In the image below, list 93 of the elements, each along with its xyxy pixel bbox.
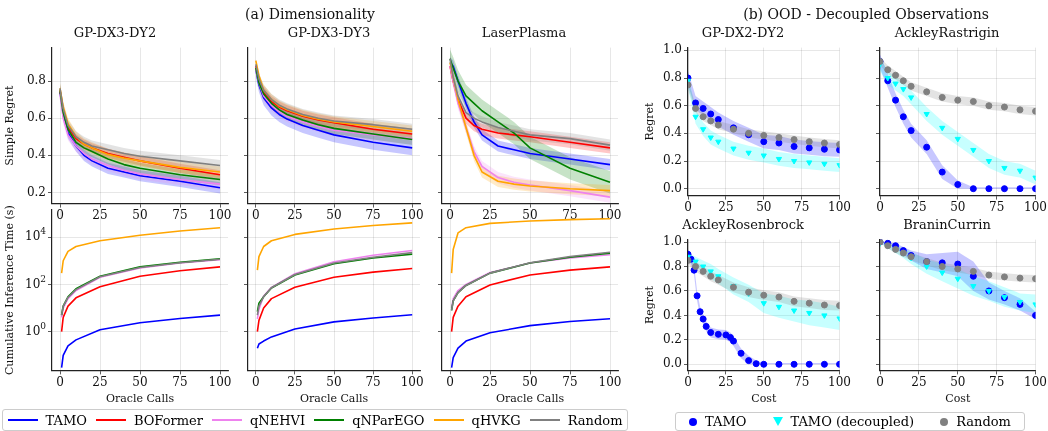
x-tick-label: 100: [1024, 199, 1047, 214]
x-tick-label: 100: [598, 207, 622, 222]
x-tick-label: 50: [326, 207, 342, 222]
x-axis-title: Oracle Calls: [105, 392, 175, 406]
y-tick-label: 0.6: [26, 110, 46, 125]
x-tick-label: 25: [718, 199, 734, 214]
x-tick-label: 0: [56, 374, 64, 389]
chart-title: AckleyRosenbrock: [681, 217, 804, 233]
y-tick-label: 0.8: [662, 258, 682, 273]
legend-label: qHVKG: [471, 412, 521, 428]
x-tick-label: 0: [446, 374, 454, 389]
legend-label: BOFormer: [133, 412, 203, 428]
x-tick-label: 0: [876, 199, 884, 214]
x-tick-label: 75: [562, 207, 578, 222]
x-tick-label: 75: [794, 374, 810, 389]
x-tick-label: 50: [522, 207, 538, 222]
y-tick-label: 0.2: [662, 153, 682, 168]
y-tick-label: 0.0: [662, 356, 682, 371]
x-tick-label: 0: [252, 207, 260, 222]
x-tick-label: 100: [400, 207, 424, 222]
y-tick-label: 1.0: [662, 42, 682, 57]
x-tick-label: 50: [756, 374, 772, 389]
x-tick-label: 25: [911, 199, 927, 214]
x-tick-label: 50: [950, 199, 966, 214]
legend-label: qNEHVI: [250, 412, 306, 428]
chart-title: AckleyRastrigin: [893, 25, 1000, 41]
x-axis-title: Oracle Calls: [495, 392, 565, 406]
y-axis-title: Simple Regret: [3, 84, 17, 166]
x-tick-label: 75: [562, 374, 578, 389]
legend-label: Random: [567, 412, 623, 428]
legend-label: TAMO: [45, 412, 87, 428]
x-tick-label: 100: [598, 374, 622, 389]
x-axis-title: Cost: [751, 392, 777, 406]
legend-label: Random: [956, 414, 1011, 429]
legend-label: TAMO: [705, 414, 747, 429]
x-tick-label: 50: [132, 207, 148, 222]
x-tick-label: 100: [828, 199, 851, 214]
x-tick-label: 100: [208, 374, 232, 389]
x-axis-title: Oracle Calls: [299, 392, 369, 406]
x-tick-label: 25: [92, 207, 108, 222]
x-tick-label: 100: [1024, 374, 1047, 389]
x-tick-label: 0: [684, 199, 692, 214]
x-tick-label: 50: [756, 199, 772, 214]
x-tick-label: 75: [365, 207, 381, 222]
legend-label: qNParEGO: [352, 412, 425, 428]
x-tick-label: 50: [950, 374, 966, 389]
y-tick-label: 0.2: [662, 331, 682, 346]
x-tick-label: 75: [172, 374, 188, 389]
y-tick-label: 0.6: [662, 283, 682, 298]
y-tick-label: 0.4: [662, 307, 683, 322]
x-tick-label: 0: [684, 374, 692, 389]
y-axis-title: Cumulative Inference Time (s): [3, 205, 17, 376]
x-axis-title: Cost: [945, 392, 971, 406]
x-tick-label: 25: [287, 374, 303, 389]
x-tick-label: 0: [876, 374, 884, 389]
y-tick-label: 0.6: [662, 97, 682, 112]
x-tick-label: 75: [172, 207, 188, 222]
x-tick-label: 0: [446, 207, 454, 222]
chart-title: BraninCurrin: [903, 217, 992, 233]
chart-title: GP-DX3-DY3: [287, 25, 371, 41]
x-tick-label: 75: [989, 374, 1005, 389]
x-tick-label: 100: [208, 207, 232, 222]
chart-title: GP-DX3-DY2: [73, 25, 157, 41]
chart-title: LaserPlasma: [481, 25, 567, 41]
x-tick-label: 25: [482, 374, 498, 389]
x-tick-label: 50: [132, 374, 148, 389]
x-tick-label: 50: [522, 374, 538, 389]
y-tick-label: 0.2: [26, 184, 46, 199]
legend-label: TAMO (decoupled): [790, 414, 915, 429]
y-axis-title: Regret: [643, 102, 657, 141]
text: (a) Dimensionality: [245, 6, 375, 22]
y-tick-label: 0.8: [662, 70, 682, 85]
x-tick-label: 75: [989, 199, 1005, 214]
x-tick-label: 25: [92, 374, 108, 389]
x-tick-label: 75: [365, 374, 381, 389]
y-tick-label: 0.8: [26, 73, 46, 88]
y-tick-label: 1.0: [662, 234, 682, 249]
chart-title: GP-DX2-DY2: [701, 25, 785, 41]
y-axis-title: Regret: [643, 285, 657, 325]
x-tick-label: 75: [794, 199, 810, 214]
y-tick-label: 0.0: [662, 180, 682, 195]
x-tick-label: 25: [911, 374, 927, 389]
x-tick-label: 0: [252, 374, 260, 389]
x-tick-label: 0: [56, 207, 64, 222]
x-tick-label: 100: [400, 374, 424, 389]
x-tick-label: 25: [718, 374, 734, 389]
x-tick-label: 100: [828, 374, 851, 389]
x-tick-label: 50: [326, 374, 342, 389]
x-tick-label: 25: [482, 207, 498, 222]
text: (b) OOD - Decoupled Observations: [743, 6, 989, 22]
x-tick-label: 25: [287, 207, 303, 222]
y-tick-label: 0.4: [662, 125, 683, 140]
y-tick-label: 0.4: [26, 147, 47, 162]
